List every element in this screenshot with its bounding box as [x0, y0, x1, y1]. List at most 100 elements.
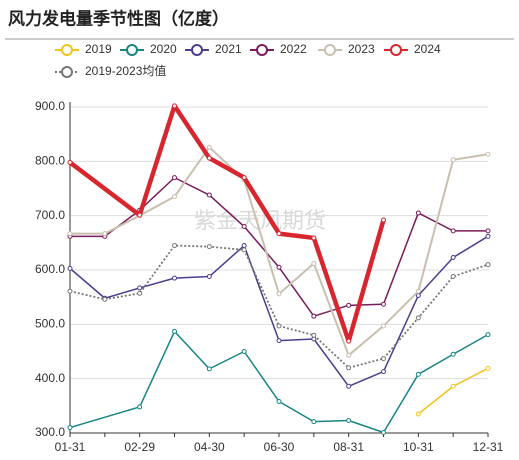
point	[485, 228, 491, 234]
point	[381, 356, 386, 362]
chart-title: 风力发电量季节性图（亿度）	[8, 8, 229, 28]
point	[415, 210, 421, 216]
point	[241, 243, 247, 249]
point	[206, 144, 212, 150]
legend-marker	[126, 44, 138, 56]
x-tick-label: 02-29	[124, 440, 155, 454]
point	[102, 296, 108, 302]
point	[137, 212, 143, 218]
point	[450, 255, 456, 261]
point	[276, 291, 282, 297]
point	[346, 383, 352, 389]
legend-label: 2021	[215, 42, 242, 56]
y-tick-label: 600.0	[35, 262, 65, 276]
x-tick-label: 08-31	[333, 440, 364, 454]
point	[381, 369, 386, 375]
point	[172, 103, 177, 109]
point	[67, 425, 73, 431]
x-tick-label: 10-31	[403, 440, 434, 454]
point	[415, 293, 421, 299]
point	[381, 301, 386, 307]
point	[172, 328, 177, 334]
y-tick-label: 300.0	[35, 425, 65, 439]
point	[102, 231, 108, 237]
legend-marker	[256, 44, 268, 56]
y-tick-label: 900.0	[35, 99, 65, 113]
point	[415, 371, 421, 377]
point	[206, 244, 212, 250]
point	[206, 274, 212, 280]
point	[67, 288, 73, 294]
point	[276, 398, 282, 404]
point	[137, 285, 143, 291]
point	[276, 231, 282, 237]
point	[415, 315, 421, 321]
legend-marker	[61, 66, 73, 78]
point	[206, 366, 212, 372]
legend-label: 2019-2023均值	[85, 63, 166, 78]
point	[450, 383, 456, 389]
point	[311, 235, 317, 241]
point	[311, 313, 317, 319]
x-tick-label: 12-31	[473, 440, 504, 454]
point	[381, 217, 386, 223]
point	[346, 365, 352, 371]
x-tick-label: 06-30	[264, 440, 295, 454]
series-line	[417, 367, 489, 415]
y-tick-label: 500.0	[35, 317, 65, 331]
point	[415, 411, 421, 417]
point	[67, 231, 73, 237]
point	[137, 290, 143, 296]
point	[172, 175, 177, 181]
legend-label: 2020	[150, 42, 177, 56]
point	[311, 260, 317, 266]
point	[346, 338, 352, 344]
point	[206, 192, 212, 198]
point	[276, 264, 282, 270]
point	[346, 352, 352, 358]
point	[172, 194, 177, 200]
point	[137, 404, 143, 410]
point	[241, 175, 247, 181]
legend-label: 2019	[85, 42, 112, 56]
point	[485, 365, 491, 371]
point	[67, 265, 73, 271]
y-tick-label: 400.0	[35, 371, 65, 385]
series-line	[69, 330, 489, 434]
y-tick-label: 700.0	[35, 208, 65, 222]
point	[276, 338, 282, 344]
legend-label: 2024	[414, 42, 441, 56]
x-tick-label: 01-31	[55, 440, 86, 454]
point	[172, 243, 177, 249]
legend-marker	[191, 44, 203, 56]
series-line	[69, 235, 489, 388]
point	[311, 332, 317, 338]
point	[241, 224, 247, 230]
point	[311, 419, 317, 425]
point	[346, 418, 352, 424]
point	[415, 288, 421, 294]
legend-marker	[390, 44, 402, 56]
point	[450, 351, 456, 357]
point	[172, 275, 177, 281]
point	[346, 302, 352, 308]
point	[485, 332, 491, 338]
legend-marker	[324, 44, 336, 56]
x-tick-label: 04-30	[194, 440, 225, 454]
point	[485, 262, 491, 268]
point	[241, 247, 247, 253]
point	[276, 323, 282, 329]
point	[450, 274, 456, 280]
point	[485, 151, 491, 157]
legend-label: 2023	[348, 42, 375, 56]
point	[450, 157, 456, 163]
point	[206, 155, 212, 161]
legend-label: 2022	[280, 42, 307, 56]
point	[450, 228, 456, 234]
point	[381, 429, 386, 435]
point	[485, 233, 491, 239]
y-tick-label: 800.0	[35, 154, 65, 168]
point	[241, 349, 247, 354]
legend-marker	[61, 44, 73, 56]
